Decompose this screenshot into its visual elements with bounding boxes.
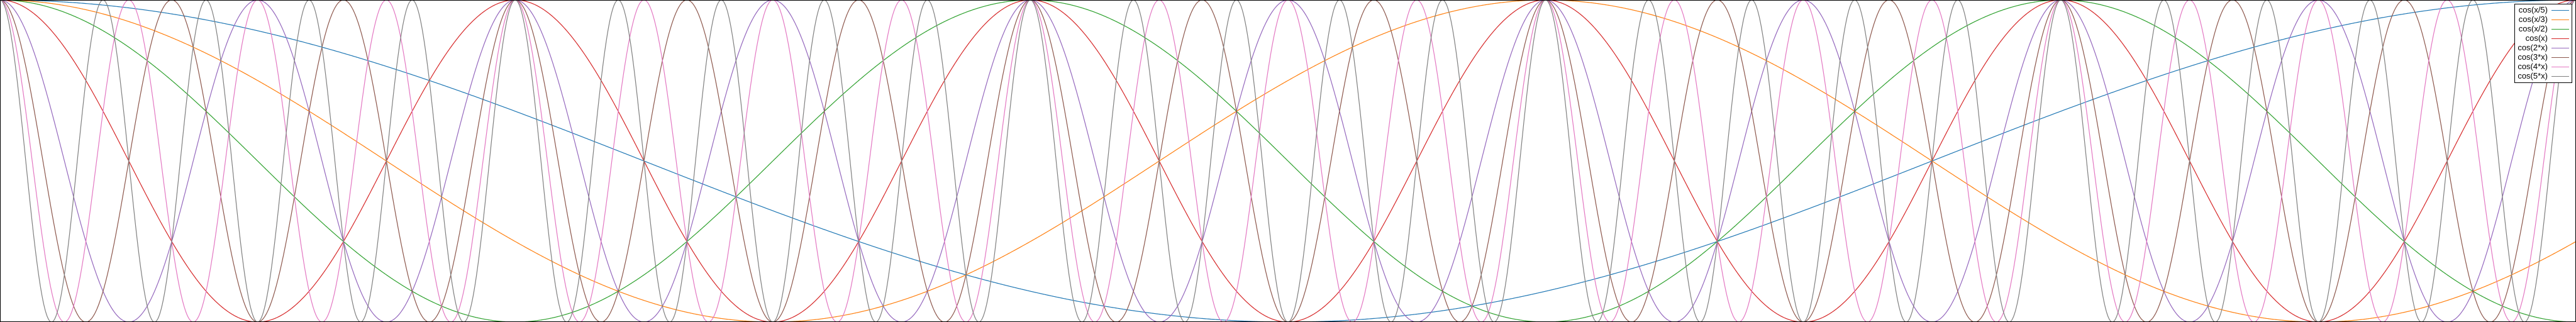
legend-label: cos(4*x) (2518, 62, 2548, 72)
chart-svg (0, 0, 2576, 322)
legend-label: cos(3*x) (2518, 53, 2548, 62)
cosine-chart: cos(x/5)cos(x/3)cos(x/2)cos(x)cos(2*x)co… (0, 0, 2576, 322)
legend-item: cos(2*x) (2518, 43, 2569, 53)
legend-swatch (2551, 29, 2569, 30)
legend-box: cos(x/5)cos(x/3)cos(x/2)cos(x)cos(2*x)co… (2514, 4, 2572, 83)
legend-item: cos(x) (2518, 34, 2569, 43)
legend-label: cos(x) (2526, 34, 2548, 43)
legend-swatch (2551, 57, 2569, 58)
legend-swatch (2551, 10, 2569, 11)
legend-item: cos(4*x) (2518, 62, 2569, 72)
legend-swatch (2551, 38, 2569, 39)
legend-item: cos(x/5) (2518, 6, 2569, 15)
legend-swatch (2551, 19, 2569, 20)
legend-item: cos(x/2) (2518, 25, 2569, 34)
legend-item: cos(3*x) (2518, 53, 2569, 62)
legend-label: cos(x/5) (2519, 6, 2548, 15)
legend-swatch (2551, 76, 2569, 77)
legend-label: cos(x/2) (2519, 25, 2548, 34)
legend-item: cos(5*x) (2518, 72, 2569, 81)
legend-label: cos(x/3) (2519, 15, 2548, 25)
legend-item: cos(x/3) (2518, 15, 2569, 25)
legend-label: cos(5*x) (2518, 72, 2548, 81)
legend-label: cos(2*x) (2518, 43, 2548, 53)
